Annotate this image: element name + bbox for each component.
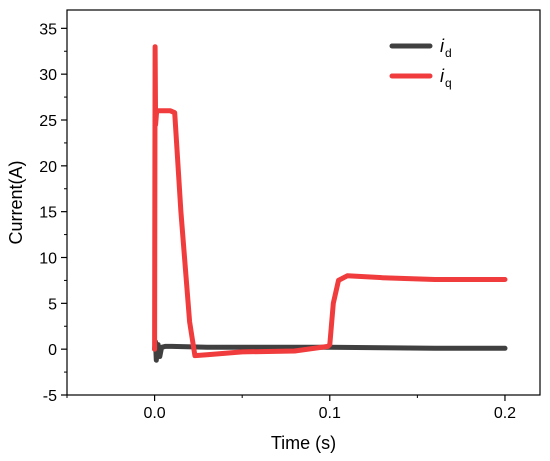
y-tick-label: 25 [39,113,57,130]
y-axis-title: Current(A) [6,160,26,244]
plot-border [66,9,541,396]
y-tick-label: 10 [39,251,57,268]
y-tick-label: 35 [39,21,57,38]
y-tick-label: 20 [39,159,57,176]
y-tick-label: 5 [48,296,57,313]
y-tick-label: 0 [48,342,57,359]
y-tick-label: 30 [39,67,57,84]
series-line-id [152,339,508,363]
x-axis-title: Time (s) [271,433,336,453]
y-tick-label: 15 [39,205,57,222]
x-tick-label: 0.2 [494,405,516,422]
x-axis-ticks: 0.0 0.1 0.2 [66,395,516,422]
y-tick-label: -5 [43,388,57,405]
legend: id iq [389,36,452,90]
legend-label-id: id [440,36,452,60]
y-axis-ticks: -5 0 5 10 15 20 25 30 35 [39,21,67,405]
axes-frame [66,9,541,396]
x-tick-label: 0.1 [319,405,341,422]
plot-area [152,44,508,363]
series-line-iq [152,44,508,359]
x-tick-label: 0.0 [143,405,165,422]
legend-label-iq: iq [440,66,452,90]
